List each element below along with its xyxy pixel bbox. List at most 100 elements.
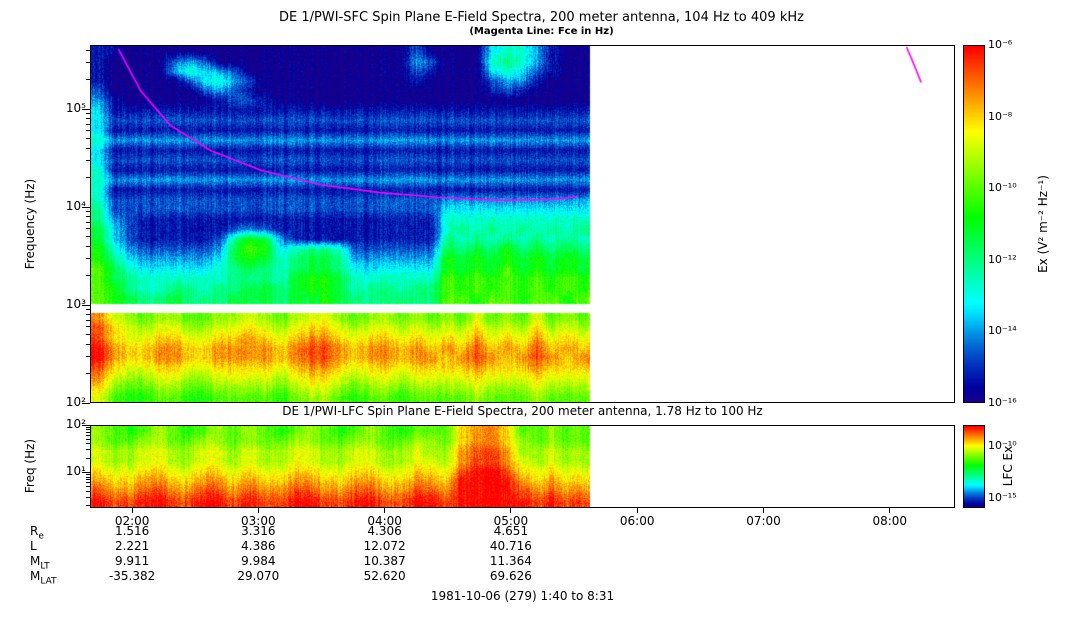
x-major-tick xyxy=(257,508,259,513)
y-minor-tick xyxy=(86,505,90,507)
y-minor-tick xyxy=(86,326,90,328)
sfc-heatmap-canvas xyxy=(91,46,954,402)
y-minor-tick xyxy=(86,123,90,125)
ephemeris-row-label: Re xyxy=(30,524,44,542)
y-tick-label: 10² xyxy=(65,395,86,409)
lfc-colorbar-canvas xyxy=(964,426,984,507)
ephemeris-value: 4.386 xyxy=(241,539,276,553)
y-minor-tick xyxy=(86,147,90,149)
y-minor-tick xyxy=(86,228,90,230)
ephemeris-row-label: MLT xyxy=(30,554,50,572)
lfc-y-axis-label: Freq (Hz) xyxy=(23,438,37,494)
ephemeris-value: -35.382 xyxy=(108,569,156,583)
ephemeris-value: 29.070 xyxy=(237,569,280,583)
x-tick-label: 04:00 xyxy=(367,514,402,528)
y-tick-label: 10³ xyxy=(65,297,86,312)
x-tick-label: 08:00 xyxy=(872,514,908,528)
ephemeris-value: 69.626 xyxy=(489,569,532,583)
sfc-title: DE 1/PWI-SFC Spin Plane E-Field Spectra,… xyxy=(279,10,804,25)
y-minor-tick xyxy=(86,449,90,451)
ephemeris-value: 10.387 xyxy=(363,554,406,568)
ephemeris-value: 4.306 xyxy=(367,524,402,538)
y-minor-tick xyxy=(86,355,90,357)
y-minor-tick xyxy=(86,373,90,374)
x-tick-label: 02:00 xyxy=(114,514,150,528)
y-minor-tick xyxy=(86,479,90,481)
colorbar-tick-label: 10⁻⁸ xyxy=(988,109,1013,123)
ephemeris-row-label: MLAT xyxy=(30,569,57,587)
x-major-tick xyxy=(636,508,638,513)
colorbar-tick-label: 10⁻⁶ xyxy=(988,38,1013,51)
y-minor-tick xyxy=(86,438,90,440)
y-minor-tick xyxy=(86,476,90,478)
y-minor-tick xyxy=(86,275,90,277)
sfc-colorbar xyxy=(963,45,985,403)
y-minor-tick xyxy=(86,113,90,115)
lfc-heatmap-canvas xyxy=(91,426,954,507)
y-major-tick xyxy=(82,108,90,110)
x-major-tick xyxy=(762,508,764,513)
ephemeris-value: 12.072 xyxy=(363,539,406,553)
y-major-tick xyxy=(82,471,90,473)
y-minor-tick xyxy=(86,429,90,431)
colorbar-tick-label: 10⁻¹⁰ xyxy=(988,438,1017,452)
colorbar-tick-label: 10⁻¹⁰ xyxy=(988,181,1017,195)
y-minor-tick xyxy=(86,334,90,336)
y-tick-label: 10¹ xyxy=(65,464,86,479)
x-major-tick xyxy=(131,508,133,513)
ephemeris-value: 52.620 xyxy=(363,569,406,583)
x-tick-label: 07:00 xyxy=(746,514,781,528)
y-minor-tick xyxy=(86,496,90,498)
x-major-tick xyxy=(889,508,891,513)
colorbar-tick-label: 10⁻¹⁵ xyxy=(988,490,1017,504)
lfc-title: DE 1/PWI-LFC Spin Plane E-Field Spectra,… xyxy=(282,404,763,418)
y-minor-tick xyxy=(86,474,90,476)
y-minor-tick xyxy=(86,426,90,428)
y-minor-tick xyxy=(86,216,90,218)
y-tick-label: 10² xyxy=(65,417,86,431)
y-minor-tick xyxy=(86,138,90,140)
x-tick-label: 06:00 xyxy=(619,514,655,528)
ephemeris-value: 11.364 xyxy=(489,554,532,568)
y-minor-tick xyxy=(86,159,90,161)
ephemeris-value: 9.911 xyxy=(114,554,150,568)
colorbar-tick-label: 10⁻¹⁴ xyxy=(988,324,1017,338)
y-minor-tick xyxy=(86,431,90,433)
y-minor-tick xyxy=(86,130,90,132)
y-minor-tick xyxy=(86,343,90,345)
sfc-colorbar-label: Ex (V² m⁻² Hz⁻¹) xyxy=(1036,175,1050,273)
sfc-subtitle: (Magenta Line: Fce in Hz) xyxy=(469,26,614,37)
y-minor-tick xyxy=(86,79,90,81)
ephemeris-value: 9.984 xyxy=(241,554,276,568)
y-tick-label: 10⁴ xyxy=(65,199,86,214)
colorbar-tick-label: 10⁻¹² xyxy=(988,252,1017,266)
y-minor-tick xyxy=(86,435,90,437)
y-minor-tick xyxy=(86,49,90,51)
lfc-panel xyxy=(90,425,955,508)
y-minor-tick xyxy=(86,314,90,316)
sfc-y-axis-label: Frequency (Hz) xyxy=(23,178,37,270)
ephemeris-value: 40.716 xyxy=(489,539,532,553)
x-tick-label: 03:00 xyxy=(241,514,276,528)
ephemeris-value: 1.516 xyxy=(114,524,150,538)
sfc-colorbar-canvas xyxy=(964,46,984,402)
y-minor-tick xyxy=(86,257,90,259)
lfc-colorbar xyxy=(963,425,985,508)
y-minor-tick xyxy=(86,221,90,223)
ephemeris-value: 3.316 xyxy=(241,524,276,538)
y-major-tick xyxy=(82,206,90,208)
ephemeris-value: 2.221 xyxy=(114,539,150,553)
x-tick-label: 05:00 xyxy=(493,514,529,528)
y-minor-tick xyxy=(86,482,90,484)
y-minor-tick xyxy=(86,245,90,247)
ephemeris-value: 4.651 xyxy=(493,524,529,538)
y-minor-tick xyxy=(86,457,90,459)
x-major-tick xyxy=(384,508,386,513)
y-minor-tick xyxy=(86,177,90,179)
y-major-tick xyxy=(82,424,90,426)
footer-caption: 1981-10-06 (279) 1:40 to 8:31 xyxy=(430,589,615,603)
y-minor-tick xyxy=(86,211,90,213)
y-minor-tick xyxy=(86,309,90,311)
sfc-panel xyxy=(90,45,955,403)
